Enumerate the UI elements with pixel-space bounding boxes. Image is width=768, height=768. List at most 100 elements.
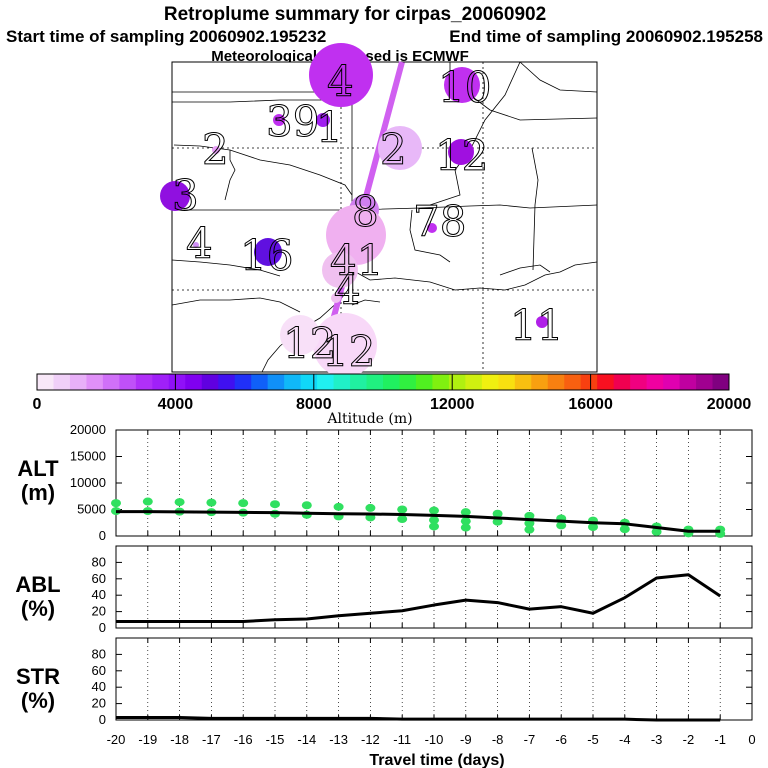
plume-circle: [448, 139, 474, 165]
colorbar-swatch: [201, 374, 219, 390]
y-axis-label: ALT: [17, 456, 59, 481]
scatter-point: [270, 500, 280, 509]
plume-circle: [331, 293, 341, 303]
colorbar-swatch: [613, 374, 631, 390]
day-label: 4: [186, 219, 213, 268]
day-label: 41: [330, 236, 383, 285]
series-line: [116, 510, 721, 533]
series-line: [116, 716, 721, 722]
colorbar-swatch: [679, 374, 697, 390]
scatter-point: [238, 499, 249, 508]
x-axis-label: Travel time (days): [369, 752, 504, 768]
day-label: 10: [438, 63, 491, 112]
colorbar-swatch: [168, 374, 186, 390]
colorbar-swatch: [498, 374, 516, 390]
colorbar-swatch: [119, 374, 137, 390]
colorbar-label: Altitude (m): [326, 411, 412, 427]
x-tick-label: -12: [361, 732, 380, 747]
y-tick-label: 40: [92, 679, 106, 694]
scatter-point: [365, 503, 376, 512]
colorbar-swatch: [547, 374, 565, 390]
day-label: 4: [334, 265, 361, 314]
y-tick-label: 60: [92, 663, 106, 678]
day-label: 39: [266, 97, 319, 146]
colorbar-swatch: [712, 374, 730, 390]
x-tick-label: -2: [683, 732, 695, 747]
colorbar-swatch: [284, 374, 302, 390]
colorbar-swatch: [580, 374, 598, 390]
x-tick-label: -19: [138, 732, 157, 747]
plume-circle: [309, 43, 373, 107]
colorbar-swatch: [432, 374, 450, 390]
x-tick-label: -14: [297, 732, 316, 747]
colorbar-swatch: [300, 374, 318, 390]
scatter-point: [492, 517, 503, 526]
map-frame: [171, 61, 598, 373]
y-axis-label: (%): [21, 688, 55, 713]
plume-circle: [536, 316, 548, 328]
title-start-time: Start time of sampling 20060902.195232: [6, 27, 326, 46]
scatter-point: [429, 516, 439, 525]
scatter-point: [619, 525, 630, 534]
plume-circle: [254, 238, 282, 266]
scatter-point: [301, 501, 312, 510]
colorbar-swatch: [69, 374, 87, 390]
colorbar-tick-label: 8000: [296, 396, 332, 413]
y-tick-label: 5000: [77, 502, 106, 517]
colorbar-swatch: [481, 374, 499, 390]
y-tick-label: 0: [99, 620, 106, 635]
day-label: 16: [240, 231, 293, 280]
colorbar-swatch: [465, 374, 483, 390]
colorbar-swatch: [399, 374, 417, 390]
y-axis-label: (m): [21, 480, 55, 505]
scatter-point: [460, 508, 471, 517]
y-tick-label: 60: [92, 571, 106, 586]
day-label: 2: [380, 125, 407, 174]
x-tick-label: -15: [266, 732, 285, 747]
colorbar-swatch: [234, 374, 252, 390]
day-label: 11: [510, 301, 563, 350]
y-tick-label: 80: [92, 554, 106, 569]
colorbar-tick-label: 16000: [568, 396, 613, 413]
colorbar-swatch: [448, 374, 466, 390]
x-tick-label: -11: [393, 732, 411, 747]
day-label: 4: [327, 57, 354, 106]
y-tick-label: 0: [99, 528, 106, 543]
scatter-point: [524, 511, 535, 520]
plume-circle: [193, 242, 199, 248]
colorbar-swatch: [251, 374, 269, 390]
x-tick-label: -8: [492, 732, 504, 747]
y-tick-label: 10000: [70, 475, 106, 490]
colorbar-swatch: [333, 374, 351, 390]
plume-circle: [316, 113, 330, 127]
y-tick-label: 20: [92, 696, 106, 711]
colorbar-swatch: [37, 374, 54, 390]
plume-circle: [273, 114, 285, 126]
colorbar-swatch: [663, 374, 681, 390]
scatter-point: [460, 517, 471, 526]
colorbar-swatch: [317, 374, 335, 390]
day-label: 12: [435, 131, 488, 180]
x-tick-label: -18: [170, 732, 189, 747]
scatter-point: [397, 505, 408, 514]
day-label: 8: [352, 187, 379, 236]
y-axis-label: ABL: [15, 572, 60, 597]
colorbar-swatch: [564, 374, 582, 390]
scatter-point: [142, 497, 153, 506]
plume-circle: [313, 313, 377, 377]
y-tick-label: 20000: [70, 422, 106, 437]
day-label: 3: [172, 171, 199, 220]
colorbar-tick-label: 4000: [158, 396, 194, 413]
colorbar-swatch: [366, 374, 384, 390]
scatter-point: [397, 515, 408, 524]
x-tick-label: -5: [587, 732, 599, 747]
colorbar-swatch: [53, 374, 71, 390]
x-tick-label: -16: [234, 732, 253, 747]
colorbar-swatch: [185, 374, 203, 390]
scatter-point: [492, 509, 503, 518]
plume-circle: [212, 146, 220, 154]
y-axis-label: (%): [21, 596, 55, 621]
colorbar-swatch: [135, 374, 153, 390]
scatter-point: [111, 499, 121, 508]
